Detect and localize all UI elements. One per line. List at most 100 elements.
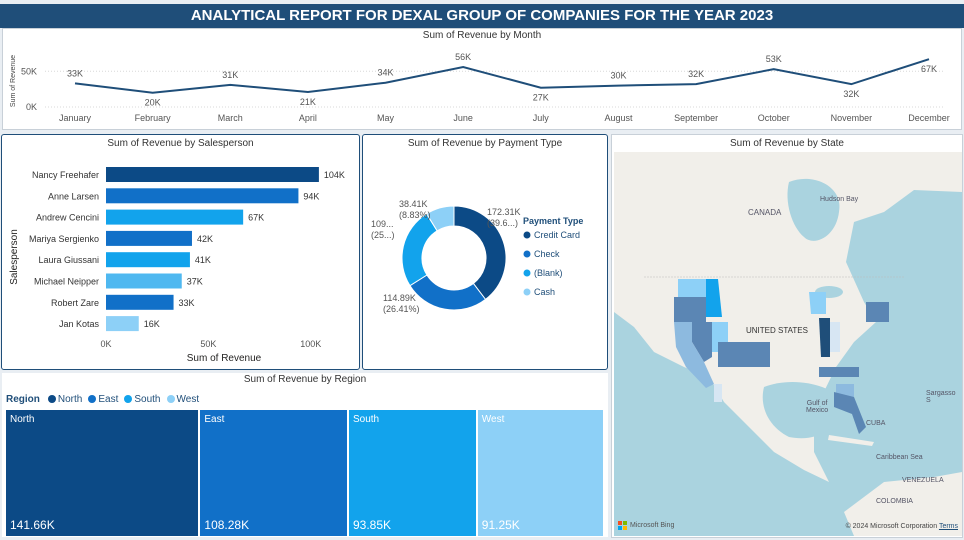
line-point[interactable] [460, 64, 466, 70]
legend-swatch-icon [88, 395, 97, 403]
line-point[interactable] [227, 82, 233, 88]
line-point[interactable] [538, 85, 544, 91]
salesperson-bar[interactable] [106, 230, 192, 246]
x-tick-label: May [377, 113, 395, 123]
salesperson-bar[interactable] [106, 252, 190, 268]
revenue-by-payment-chart: 172.31K(39.6...) 114.89K(26.41%) 109...(25… [371, 199, 583, 314]
region-tile[interactable]: North 141.66K [6, 410, 201, 536]
map-label-gulf: Gulf of Mexico [806, 400, 829, 414]
greenland-land [914, 152, 962, 182]
payment-slice[interactable] [409, 274, 487, 311]
salesperson-bar[interactable] [106, 188, 299, 204]
hudson-bay-water [787, 178, 840, 241]
legend-swatch-icon [523, 288, 531, 296]
x-tick-label: October [758, 113, 790, 123]
x-tick-label: March [218, 113, 243, 123]
salesperson-label: Mariya Sergienko [29, 234, 99, 244]
region-legend-item[interactable]: East [88, 394, 118, 405]
x-tick-label: August [604, 113, 633, 123]
revenue-line [74, 58, 930, 94]
region-legend-title: Region [6, 394, 40, 405]
revenue-by-salesperson-panel[interactable]: Sum of Revenue by Salesperson Nancy Free… [1, 134, 360, 370]
salesperson-value-label: 16K [144, 319, 160, 329]
line-data-label: 21K [300, 97, 316, 107]
state-florida [834, 392, 866, 434]
bing-attribution: Microsoft Bing [618, 521, 674, 530]
line-point[interactable] [926, 56, 932, 62]
line-point[interactable] [383, 80, 389, 86]
state-wisconsin [809, 292, 826, 314]
line-point[interactable] [615, 83, 621, 89]
region-legend-item[interactable]: South [124, 394, 161, 405]
payment-legend-item[interactable]: Credit Card [534, 230, 580, 240]
revenue-by-payment-panel[interactable]: Sum of Revenue by Payment Type 172.31K (3… [362, 134, 608, 370]
line-point[interactable] [771, 66, 777, 72]
region-tile[interactable]: East 108.28K [200, 410, 349, 536]
x-tick-label: February [135, 113, 172, 123]
revenue-by-month-chart: 50K 0K Sum of Revenue 33K January 20K February… [10, 52, 950, 123]
y-axis-title: Sum of Revenue [10, 55, 17, 107]
state-map[interactable]: CANADA Hudson Bay UNITED STATES Gulf of … [614, 152, 962, 536]
region-legend-item[interactable]: North [47, 394, 82, 405]
legend-swatch-icon [47, 395, 56, 403]
line-point[interactable] [150, 90, 156, 96]
line-point[interactable] [693, 81, 699, 87]
salesperson-bar[interactable] [106, 209, 244, 225]
revenue-by-state-title: Sum of Revenue by State [730, 138, 844, 149]
salesperson-value-label: 33K [179, 298, 195, 308]
payment-slice[interactable] [453, 205, 507, 301]
salesperson-label: Jan Kotas [59, 319, 100, 329]
y-tick-label: 0K [26, 102, 37, 112]
line-point[interactable] [305, 89, 311, 95]
salesperson-label: Anne Larsen [48, 191, 99, 201]
x-tick-label: September [674, 113, 718, 123]
map-terms-link[interactable]: Terms [938, 523, 958, 530]
map-label-us: UNITED STATES [746, 326, 808, 335]
payment-legend-item[interactable]: Check [534, 249, 560, 259]
payment-slice[interactable] [401, 213, 438, 287]
salesperson-label: Nancy Freehafer [32, 170, 99, 180]
region-tile-value: 91.25K [481, 518, 520, 532]
microsoft-logo-icon [618, 521, 627, 530]
revenue-by-region-title: Sum of Revenue by Region [243, 374, 367, 385]
map-geography [614, 152, 962, 536]
region-tile[interactable]: West 91.25K [477, 410, 603, 536]
payment-pct-label: (8.83%) [399, 210, 431, 220]
x-tick-label: November [831, 113, 873, 123]
state-washington [678, 279, 706, 297]
map-label-caribbean: Caribbean Sea [876, 454, 923, 461]
y-axis-title: Salesperson [9, 229, 20, 285]
x-tick-label: December [908, 113, 950, 123]
revenue-by-month-panel[interactable]: Sum of Revenue by Month 50K 0K Sum of Reve… [2, 28, 962, 130]
line-point[interactable] [848, 81, 854, 87]
payment-slice[interactable] [425, 205, 455, 232]
payment-legend-title: Payment Type [523, 216, 583, 226]
payment-pct-label: (25...) [371, 230, 395, 240]
region-legend-item[interactable]: West [166, 394, 199, 405]
payment-legend-item[interactable]: Cash [534, 287, 555, 297]
gulf-water [762, 382, 844, 439]
map-label-venezuela: VENEZUELA [902, 477, 944, 484]
region-tile-name: East [204, 414, 225, 425]
legend-swatch-icon [124, 395, 133, 403]
salesperson-bar[interactable] [106, 316, 139, 332]
salesperson-bar[interactable] [106, 167, 319, 182]
region-treemap: North 141.66K East 108.28K South 93.85K West 91… [6, 410, 603, 536]
line-data-label: 67K [921, 64, 937, 74]
x-tick-label: April [299, 113, 317, 123]
map-label-canada: CANADA [748, 208, 782, 217]
salesperson-label: Robert Zare [51, 298, 99, 308]
line-point[interactable] [72, 80, 78, 86]
legend-swatch-icon [523, 231, 531, 239]
salesperson-bar[interactable] [106, 294, 174, 310]
salesperson-value-label: 94K [303, 191, 319, 201]
line-data-label: 34K [378, 68, 394, 78]
region-tile[interactable]: South 93.85K [348, 410, 478, 536]
legend-swatch-icon [166, 395, 175, 403]
x-tick-label: June [453, 113, 473, 123]
payment-legend-item[interactable]: (Blank) [534, 268, 563, 278]
report-title: ANALYTICAL REPORT FOR DEXAL GROUP OF COM… [0, 4, 964, 28]
salesperson-bar[interactable] [106, 273, 182, 289]
north-america-land [614, 152, 962, 482]
region-tile-name: West [481, 414, 505, 425]
